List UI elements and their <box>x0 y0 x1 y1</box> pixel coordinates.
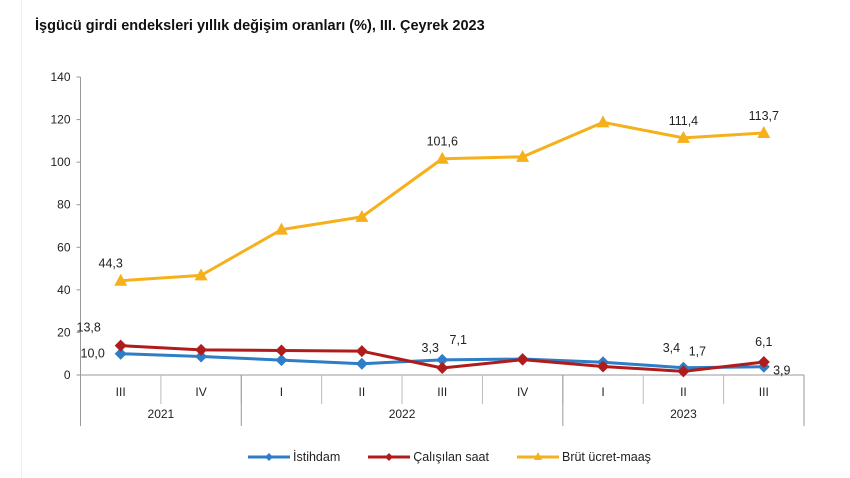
legend-marker-icon <box>248 453 290 461</box>
x-tick-label: II <box>680 385 687 399</box>
legend-item: İstihdam <box>248 450 340 464</box>
data-label: 3,3 <box>422 341 439 355</box>
year-label: 2022 <box>389 407 416 421</box>
year-label: 2021 <box>148 407 175 421</box>
data-point-marker <box>597 360 610 373</box>
x-tick-label: II <box>359 385 366 399</box>
data-point-marker <box>355 357 368 370</box>
year-label: 2023 <box>670 407 697 421</box>
data-point-marker <box>195 343 208 356</box>
x-tick-label: IV <box>195 385 206 399</box>
legend: İstihdam Çalışılan saat Brüt ücret-maaş <box>248 450 651 464</box>
data-point-marker <box>757 356 770 369</box>
data-point-marker <box>194 268 208 281</box>
data-point-marker <box>516 353 529 366</box>
data-point-marker <box>114 273 128 286</box>
data-point-marker <box>436 353 449 366</box>
data-label: 111,4 <box>669 114 698 128</box>
y-tick-label: 100 <box>50 155 70 169</box>
data-label: 13,8 <box>77 321 101 335</box>
data-label: 1,7 <box>689 344 706 358</box>
legend-item: Brüt ücret-maaş <box>516 450 651 464</box>
data-point-marker <box>677 365 690 378</box>
x-tick-label: III <box>759 385 769 399</box>
data-label: 101,6 <box>427 135 458 149</box>
series-1: 13,8 3,3 1,7 6,1 <box>77 321 773 378</box>
data-point-marker <box>275 344 288 357</box>
data-point-marker <box>275 354 288 367</box>
legend-label: Çalışılan saat <box>413 450 489 464</box>
y-tick-label: 0 <box>64 368 71 382</box>
chart-title: İşgücü girdi endeksleri yıllık değişim o… <box>35 18 485 34</box>
data-label: 3,9 <box>773 364 790 378</box>
y-tick-label: 80 <box>57 198 71 212</box>
data-label: 6,1 <box>755 335 772 349</box>
series-2: 44,3 101,6 111,4 113,7 <box>99 109 779 286</box>
x-tick-label: IV <box>517 385 528 399</box>
data-label: 44,3 <box>99 257 123 271</box>
data-label: 3,4 <box>663 341 680 355</box>
x-tick-label: I <box>601 385 604 399</box>
data-label: 10,0 <box>81 347 105 361</box>
data-point-marker <box>435 151 449 164</box>
data-label: 113,7 <box>749 109 779 123</box>
x-tick-label: III <box>437 385 447 399</box>
y-tick-label: 120 <box>50 113 70 127</box>
divider <box>21 0 22 478</box>
x-tick-label: I <box>280 385 283 399</box>
data-point-marker <box>114 339 127 352</box>
data-point-marker <box>274 222 288 235</box>
data-point-marker <box>436 361 449 374</box>
data-point-marker <box>195 350 208 363</box>
data-label: 7,1 <box>450 333 467 347</box>
data-point-marker <box>114 347 127 360</box>
y-tick-label: 40 <box>57 283 71 297</box>
legend-marker-icon <box>368 453 411 461</box>
data-point-marker <box>596 115 610 128</box>
data-point-marker <box>516 149 530 162</box>
y-tick-label: 140 <box>50 70 70 84</box>
data-point-marker <box>757 125 771 138</box>
data-point-marker <box>355 345 368 358</box>
legend-label: İstihdam <box>293 450 341 464</box>
legend-marker-icon <box>516 452 559 460</box>
y-tick-label: 60 <box>57 240 71 254</box>
data-point-marker <box>676 130 690 143</box>
y-tick-label: 20 <box>57 325 71 339</box>
legend-label: Brüt ücret-maaş <box>561 450 651 464</box>
data-point-marker <box>355 209 369 222</box>
legend-item: Çalışılan saat <box>368 450 489 464</box>
x-tick-label: III <box>116 385 126 399</box>
